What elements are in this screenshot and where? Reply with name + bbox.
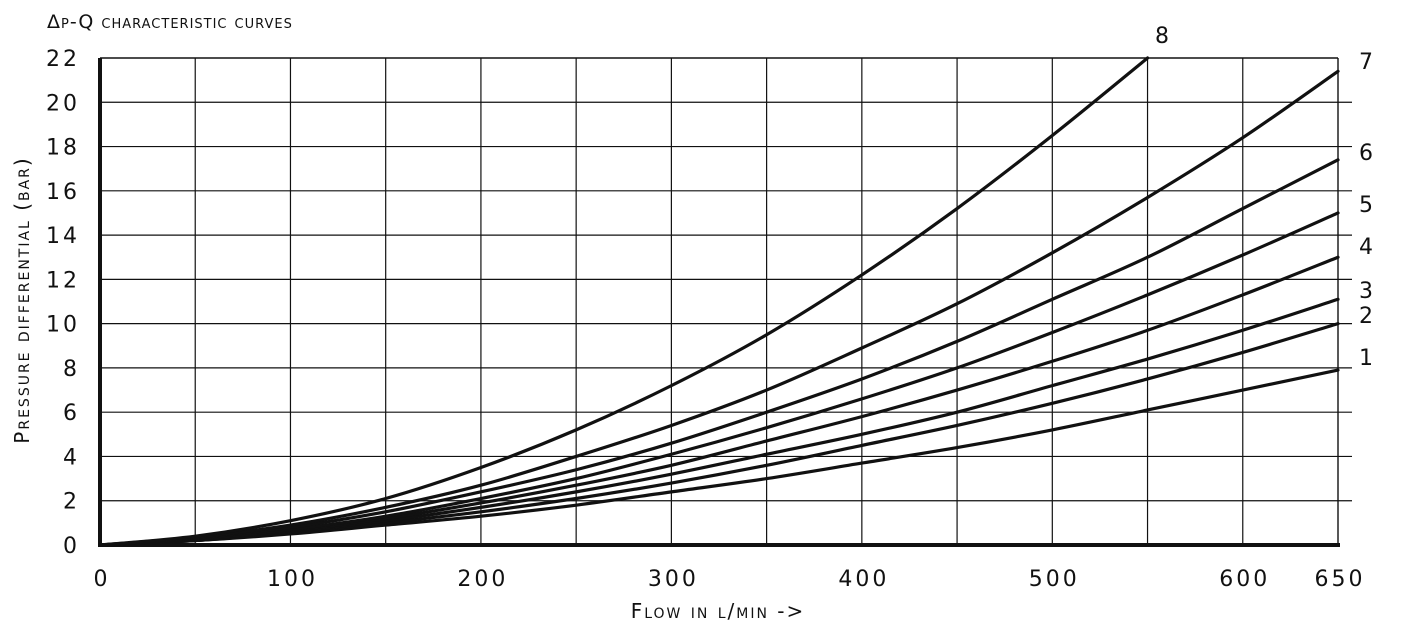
- curve-7-label: 7: [1359, 50, 1373, 75]
- y-tick-label: 0: [63, 534, 80, 559]
- curve-4-label: 4: [1359, 235, 1373, 260]
- x-tick-label: 0: [94, 567, 111, 592]
- ticks-layer: 0 2 4 6 8 10 12 14 16 18 20 22 0 100 200 300 400 500 600 65…: [46, 47, 1366, 592]
- curve-6-label: 6: [1359, 141, 1373, 166]
- x-tick-label: 500: [1029, 567, 1080, 592]
- y-tick-label: 6: [63, 401, 80, 426]
- x-axis-label: Flow in l/min ->: [631, 599, 806, 623]
- y-tick-label: 14: [46, 224, 80, 249]
- x-tick-label: 600: [1219, 567, 1270, 592]
- chart-title: Δp-Q characteristic curves: [47, 11, 293, 33]
- y-tick-label: 4: [63, 445, 80, 470]
- curve-5-label: 5: [1359, 193, 1373, 218]
- y-tick-label: 10: [46, 313, 80, 338]
- x-tick-label: 300: [648, 567, 699, 592]
- curves-layer: [98, 56, 1340, 547]
- y-tick-label: 12: [46, 268, 80, 293]
- curve-8-label: 8: [1155, 24, 1169, 49]
- curve-7: [98, 69, 1340, 547]
- y-tick-label: 16: [46, 180, 80, 205]
- curve-1-label: 1: [1359, 346, 1373, 371]
- curve-8: [98, 56, 1150, 547]
- y-tick-label: 2: [63, 490, 80, 515]
- x-tick-label: 100: [267, 567, 318, 592]
- curve-5: [98, 211, 1340, 547]
- curve-3-label: 3: [1359, 279, 1373, 304]
- y-tick-label: 18: [46, 136, 80, 161]
- x-tick-label: 200: [457, 567, 508, 592]
- y-tick-label: 22: [46, 47, 80, 72]
- x-tick-label: 650: [1315, 567, 1366, 592]
- curve-2-label: 2: [1359, 304, 1373, 329]
- x-tick-label: 400: [838, 567, 889, 592]
- curve-1: [98, 368, 1340, 547]
- y-axis-label: Pressure differential (bar): [10, 156, 34, 443]
- y-tick-label: 20: [46, 91, 80, 116]
- curve-4: [98, 255, 1340, 547]
- curve-3: [98, 297, 1340, 547]
- curve-6: [98, 158, 1340, 547]
- y-tick-label: 8: [63, 357, 80, 382]
